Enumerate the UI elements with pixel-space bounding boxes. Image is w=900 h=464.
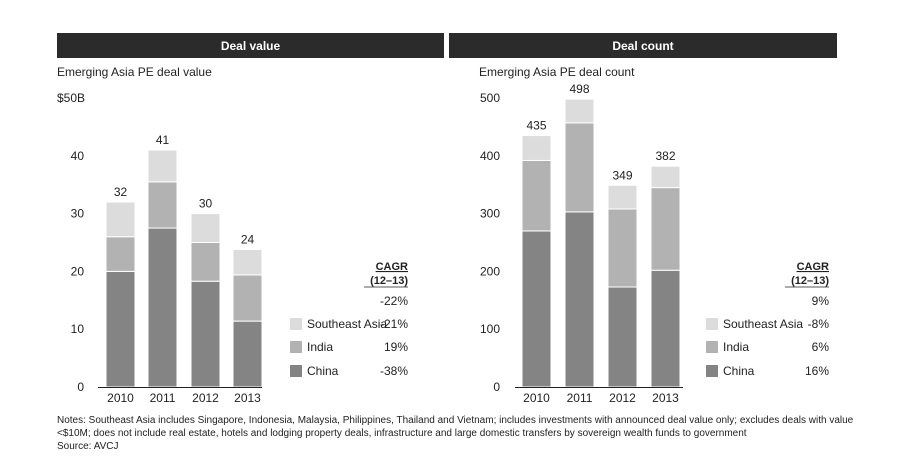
legend-label: Southeast Asia — [723, 317, 803, 331]
y-tick-label: 0 — [77, 380, 84, 394]
bar-southeast-asia — [650, 165, 681, 189]
legend-label: China — [307, 364, 339, 378]
y-tick-label: $50B — [57, 91, 85, 105]
cagr-value: 16% — [805, 364, 829, 378]
y-tick-label: 40 — [71, 149, 85, 163]
bar-southeast-asia — [105, 201, 136, 238]
deal-count-chart: 0 100 200 300 400 500 435 2010 498 2011 349 2012 382… — [480, 82, 830, 405]
bar-southeast-asia — [190, 213, 221, 244]
bar-southeast-asia — [232, 248, 263, 276]
bar-southeast-asia — [147, 149, 178, 183]
bar-southeast-asia — [564, 98, 595, 124]
legend-swatch — [706, 341, 718, 353]
x-tick-label: 2012 — [192, 391, 219, 405]
bar-china — [650, 269, 681, 388]
cagr-total: 9% — [812, 294, 830, 308]
deal-value-chart-title: Emerging Asia PE deal value — [57, 65, 212, 79]
bar-china — [521, 230, 552, 388]
x-tick-label: 2013 — [234, 391, 261, 405]
legend-swatch — [706, 318, 718, 330]
bar-southeast-asia — [607, 184, 638, 210]
cagr-period: (12–13) — [791, 275, 829, 287]
x-tick-label: 2011 — [567, 391, 593, 405]
cagr-value: -8% — [808, 317, 830, 331]
y-tick-label: 10 — [71, 322, 85, 336]
notes-line-2: <$10M; does not include real estate, hot… — [57, 428, 747, 439]
cagr-value: -21% — [380, 317, 408, 331]
notes: Notes: Southeast Asia includes Singapore… — [57, 414, 872, 453]
bar-china — [190, 280, 221, 388]
bar-india — [564, 122, 595, 213]
y-tick-label: 500 — [480, 91, 500, 105]
total-data-label: 498 — [569, 82, 589, 96]
bar-india — [190, 242, 221, 282]
bar-india — [232, 274, 263, 322]
y-tick-label: 200 — [480, 264, 500, 278]
notes-line-1: Notes: Southeast Asia includes Singapore… — [57, 415, 854, 426]
x-tick-label: 2011 — [150, 391, 176, 405]
bar-india — [521, 159, 552, 232]
y-tick-label: 0 — [493, 380, 500, 394]
cagr-value: -38% — [380, 364, 408, 378]
y-tick-label: 300 — [480, 207, 500, 221]
x-tick-label: 2010 — [523, 391, 550, 405]
x-tick-label: 2010 — [107, 391, 134, 405]
deal-count-header: Deal count — [449, 33, 837, 58]
y-tick-label: 30 — [71, 207, 85, 221]
bar-china — [607, 286, 638, 388]
total-data-label: 382 — [655, 149, 675, 163]
notes-line-3: Source: AVCJ — [57, 441, 119, 452]
cagr-value: 6% — [812, 340, 830, 354]
cagr-header: CAGR — [797, 261, 829, 273]
cagr-total: -22% — [380, 294, 408, 308]
bar-china — [105, 270, 136, 388]
legend-swatch — [290, 341, 302, 353]
deal-value-header: Deal value — [57, 33, 444, 58]
legend-swatch — [290, 365, 302, 377]
total-data-label: 41 — [156, 133, 170, 147]
legend-label: China — [723, 364, 755, 378]
y-tick-label: 100 — [480, 322, 500, 336]
legend-label: Southeast Asia — [307, 317, 387, 331]
legend-label: India — [723, 340, 749, 354]
legend-swatch — [290, 318, 302, 330]
y-tick-label: 20 — [71, 264, 85, 278]
legend-label: India — [307, 340, 333, 354]
x-tick-label: 2013 — [652, 391, 679, 405]
cagr-period: (12–13) — [370, 275, 408, 287]
x-tick-label: 2012 — [609, 391, 636, 405]
total-data-label: 435 — [526, 119, 546, 133]
deal-count-chart-title: Emerging Asia PE deal count — [479, 65, 635, 79]
total-data-label: 30 — [199, 197, 213, 211]
bar-china — [564, 211, 595, 388]
bar-china — [147, 227, 178, 388]
bar-india — [650, 187, 681, 271]
bar-southeast-asia — [521, 135, 552, 161]
total-data-label: 24 — [241, 232, 255, 246]
deal-value-chart: 0 10 20 30 40 $50B 32 2010 41 2011 30 2012 24 2013 CAG… — [57, 91, 408, 405]
bar-india — [607, 208, 638, 288]
total-data-label: 32 — [114, 185, 128, 199]
total-data-label: 349 — [612, 168, 632, 182]
legend-swatch — [706, 365, 718, 377]
cagr-value: 19% — [384, 340, 408, 354]
y-tick-label: 400 — [480, 149, 500, 163]
cagr-header: CAGR — [376, 261, 408, 273]
